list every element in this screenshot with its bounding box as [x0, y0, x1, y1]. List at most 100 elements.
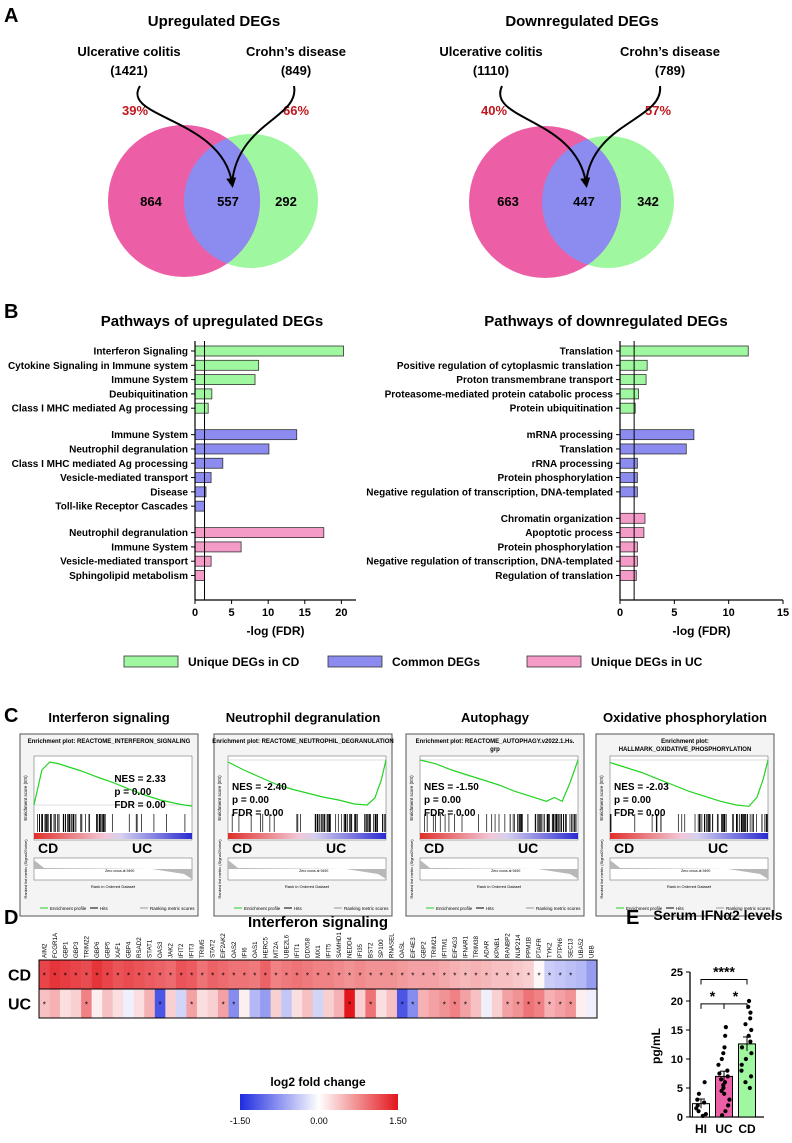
zero-cross-label: Zero cross at 9490 [299, 869, 328, 873]
heatmap-cell [217, 960, 229, 989]
heatmap-cell [175, 960, 187, 989]
gene-label: NEDD4 [347, 936, 354, 958]
p-value: p = 0.00 [232, 795, 269, 806]
heatmap-cell [281, 989, 292, 1018]
gene-label: OAS3 [157, 941, 164, 958]
heatmap-cell [49, 960, 61, 989]
venn-up-right-count: (849) [281, 63, 311, 78]
heatmap-cell [344, 960, 356, 989]
legend-swatch-common [327, 655, 383, 668]
gene-label: GBP5 [104, 941, 111, 958]
fdr-value: FDR = 0.00 [232, 808, 284, 819]
enrichment-curve [33, 761, 193, 807]
bar [194, 402, 209, 414]
gene-label: TRIM21 [431, 935, 438, 958]
category-label: Translation [560, 444, 613, 455]
fdr-value: FDR = 0.00 [114, 800, 166, 811]
enrichment-curve [609, 759, 769, 807]
bar [194, 570, 205, 581]
heatmap-cell [533, 960, 545, 989]
heatmap-cell [270, 989, 282, 1018]
gene-label: IFIT1 [294, 943, 301, 958]
bar [619, 374, 647, 386]
legend-label-uc: Unique DEGs in UC [591, 655, 703, 669]
category-label: Interferon Signaling [94, 347, 188, 358]
heatmap-cell [449, 960, 461, 989]
heatmap-cell [144, 989, 156, 1018]
heatmap-cell [312, 989, 324, 1018]
p-value: p = 0.00 [114, 787, 151, 798]
gsea-legend-label: Hits [100, 906, 108, 911]
significance-star: * [232, 1001, 235, 1010]
significance-star: * [548, 1001, 551, 1010]
data-point [746, 998, 752, 1004]
heatmap-cell [428, 960, 440, 989]
significance-star: * [243, 972, 246, 981]
heatmap-cell [186, 960, 198, 989]
significance-star: * [327, 972, 330, 981]
colorbar-tick-label: 0.00 [310, 1116, 328, 1126]
heatmap-cell [154, 989, 166, 1018]
heatmap-cell [533, 989, 545, 1018]
bar [619, 443, 687, 455]
significance-star: * [464, 972, 467, 981]
bar [738, 1043, 756, 1118]
heatmap-cell [123, 989, 135, 1018]
heatmap-cell [291, 989, 303, 1018]
heatmap-cell [460, 989, 471, 1018]
significance-star: * [211, 972, 214, 981]
category-label: Class I MHC mediated Ag processing [12, 459, 188, 470]
gene-label: JAK2 [168, 943, 175, 958]
gene-label: RSAD2 [136, 937, 143, 958]
metric-axis-label: Ranked list metric (Signal2Noise) [217, 839, 222, 899]
heatmap-cell [386, 960, 398, 989]
bar [619, 486, 638, 498]
gene-label: GBP4 [125, 941, 132, 958]
significance-star: * [337, 972, 340, 981]
bar [619, 457, 638, 469]
significance-star: * [443, 972, 446, 981]
p-value: p = 0.00 [424, 795, 461, 806]
heatmap-cell [91, 960, 103, 989]
heatmap-cell [228, 989, 240, 1018]
fdr-value: FDR = 0.00 [614, 808, 666, 819]
heatmap-cell [323, 989, 335, 1018]
gene-label: GBP1 [62, 941, 69, 958]
heatmap-cell [344, 989, 356, 1018]
metric-axis-label: Ranked list metric (Signal2Noise) [409, 839, 414, 899]
gene-label: XAF1 [115, 942, 122, 958]
gsea-plot-title: Enrichment plot: REACTOME_INTERFERON_SIG… [28, 739, 191, 745]
zero-cross-label: Zero cross at 9490 [681, 869, 710, 873]
data-point [725, 1074, 730, 1079]
data-point [727, 1097, 732, 1102]
gene-label: IFNAR1 [462, 935, 469, 958]
significance-star: * [43, 1001, 46, 1010]
gene-label: IFI35 [357, 943, 364, 958]
gene-label: AIM2 [41, 943, 48, 958]
serum-chart-title: Serum IFNα2 levels [653, 907, 782, 923]
bar [194, 527, 325, 539]
heatmap-cell [512, 989, 524, 1018]
heatmap-cell [165, 960, 177, 989]
significance-star: * [180, 972, 183, 981]
heatmap-cell [133, 989, 145, 1018]
heatmap-cell [586, 960, 598, 989]
significance-star: * [369, 1001, 372, 1010]
significance-star: * [569, 1001, 572, 1010]
category-label: rRNA processing [532, 459, 613, 470]
heatmap-cell [449, 989, 461, 1018]
gene-label: NUP214 [515, 934, 522, 958]
x-tick-label: 0 [617, 607, 623, 619]
gene-label: EIF4E3 [410, 937, 417, 958]
bar-chart-upregulated-pathways: Pathways of upregulated DEGs Interferon S… [8, 313, 356, 638]
heatmap-cell [544, 960, 556, 989]
y-axis-label: pg/mL [649, 1028, 663, 1064]
x-tick-label: 0 [192, 607, 198, 619]
metric-axis-label: Ranked list metric (Signal2Noise) [599, 839, 604, 899]
category-label: Immune System [111, 375, 188, 386]
significance-star: * [411, 1001, 414, 1010]
gene-label: RNASEL [389, 933, 396, 958]
bar [619, 402, 636, 414]
significance-star: * [148, 972, 151, 981]
